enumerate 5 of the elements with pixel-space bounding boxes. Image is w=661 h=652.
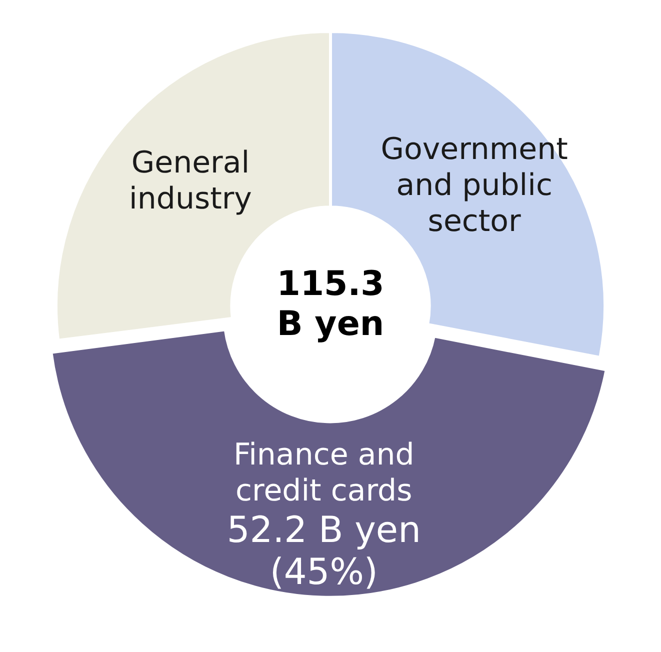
slice-label: General industry: [129, 145, 252, 216]
data-label: 52.2 B yen (45%): [226, 510, 421, 593]
slice-label: Finance and credit cards: [234, 437, 414, 508]
slice-label: Government and public sector: [380, 132, 568, 239]
text: 115.3 B yen: [276, 264, 384, 344]
